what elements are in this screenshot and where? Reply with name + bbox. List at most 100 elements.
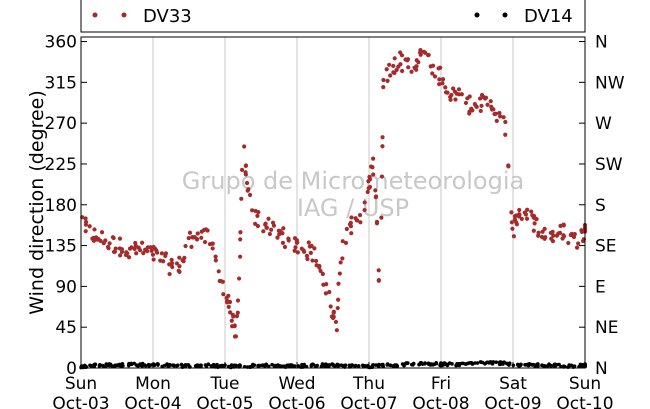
data-point-dv33: [576, 241, 581, 246]
data-point-dv33: [236, 276, 242, 281]
data-point-dv33: [440, 77, 446, 82]
data-point-dv33: [210, 241, 215, 246]
data-point-dv33: [330, 315, 336, 321]
data-point-dv33: [202, 239, 208, 245]
data-point-dv33: [399, 53, 405, 58]
data-point-dv33: [349, 231, 354, 236]
data-point-dv14: [282, 364, 287, 369]
data-point-dv33: [492, 111, 497, 117]
data-point-dv33: [542, 226, 547, 231]
data-point-dv33: [320, 271, 325, 277]
data-point-dv33: [430, 63, 436, 68]
data-point-dv33: [244, 180, 250, 186]
data-point-dv33: [282, 244, 288, 250]
data-point-dv33: [392, 56, 397, 61]
data-point-dv33: [111, 249, 117, 254]
data-point-dv14: [504, 361, 509, 366]
data-point-dv33: [177, 264, 182, 269]
data-point-dv14: [129, 362, 134, 367]
data-point-dv33: [438, 65, 443, 70]
data-point-dv33: [394, 67, 399, 72]
data-point-dv14: [134, 363, 139, 367]
data-point-dv33: [554, 233, 560, 238]
data-point-dv33: [231, 314, 236, 319]
data-point-dv33: [485, 102, 490, 107]
data-point-dv14: [478, 360, 483, 364]
data-point-dv33: [437, 77, 442, 82]
data-point-dv33: [113, 246, 118, 251]
data-point-dv33: [232, 324, 237, 329]
data-point-dv14: [138, 362, 142, 366]
data-point-dv33: [453, 97, 458, 102]
data-point-dv33: [529, 209, 534, 214]
data-point-dv33: [412, 65, 417, 70]
data-point-dv33: [331, 309, 336, 314]
data-point-dv14: [494, 360, 499, 364]
data-point-dv33: [450, 86, 456, 91]
data-point-dv33: [117, 253, 123, 258]
legend-marker-dv14: [474, 12, 480, 18]
data-point-dv33: [266, 216, 271, 221]
data-point-dv33: [235, 310, 240, 315]
data-point-dv33: [199, 235, 204, 240]
data-point-dv33: [105, 244, 111, 250]
data-point-dv33: [194, 237, 200, 242]
data-point-dv33: [456, 87, 462, 92]
data-point-dv14: [499, 360, 504, 365]
series-dv14: [79, 360, 587, 370]
data-point-dv33: [548, 230, 553, 235]
legend-box: [80, 0, 586, 33]
data-point-dv33: [92, 227, 97, 232]
data-point-dv14: [287, 364, 292, 369]
data-point-dv33: [235, 298, 241, 303]
data-point-dv14: [215, 364, 219, 368]
data-point-dv33: [195, 231, 200, 236]
data-point-dv33: [371, 156, 376, 161]
data-point-dv33: [292, 236, 298, 241]
y2-tick-label: NW: [595, 73, 625, 93]
data-point-dv33: [126, 255, 132, 260]
data-point-dv33: [253, 208, 258, 214]
data-point-dv14: [388, 363, 393, 368]
data-point-dv33: [379, 174, 385, 179]
data-point-dv33: [238, 230, 243, 235]
data-point-dv33: [374, 219, 380, 225]
data-point-dv14: [264, 362, 268, 367]
data-point-dv14: [536, 364, 540, 368]
data-point-dv33: [234, 314, 240, 319]
data-point-dv33: [561, 233, 566, 238]
data-point-dv33: [509, 220, 514, 225]
data-point-dv33: [392, 70, 397, 75]
data-point-dv33: [561, 223, 566, 228]
data-point-dv14: [485, 360, 490, 365]
data-point-dv33: [525, 207, 530, 212]
data-point-dv33: [267, 231, 272, 237]
data-point-dv14: [238, 363, 242, 367]
data-point-dv33: [494, 118, 499, 123]
x-tick-label-date: Oct-07: [340, 394, 397, 409]
data-point-dv33: [270, 220, 276, 225]
legend-marker-dv33: [121, 12, 127, 18]
data-point-dv14: [400, 362, 405, 366]
data-point-dv33: [568, 232, 573, 238]
data-point-dv14: [578, 362, 583, 367]
data-point-dv33: [519, 216, 524, 222]
y2-tick-label: NE: [595, 318, 618, 338]
data-point-dv33: [514, 222, 519, 227]
data-point-dv14: [143, 363, 148, 368]
y-tick-label: 45: [55, 318, 77, 338]
data-point-dv33: [530, 213, 535, 218]
data-point-dv33: [477, 96, 483, 101]
data-point-dv33: [281, 226, 286, 231]
data-point-dv14: [170, 363, 175, 368]
data-point-dv14: [257, 363, 262, 368]
data-point-dv33: [158, 258, 163, 263]
data-point-dv14: [552, 362, 557, 367]
data-point-dv14: [431, 362, 436, 367]
data-point-dv33: [286, 236, 291, 241]
data-point-dv33: [380, 135, 385, 140]
data-point-dv33: [141, 251, 146, 256]
data-point-dv33: [396, 64, 401, 69]
data-point-dv33: [226, 293, 231, 298]
